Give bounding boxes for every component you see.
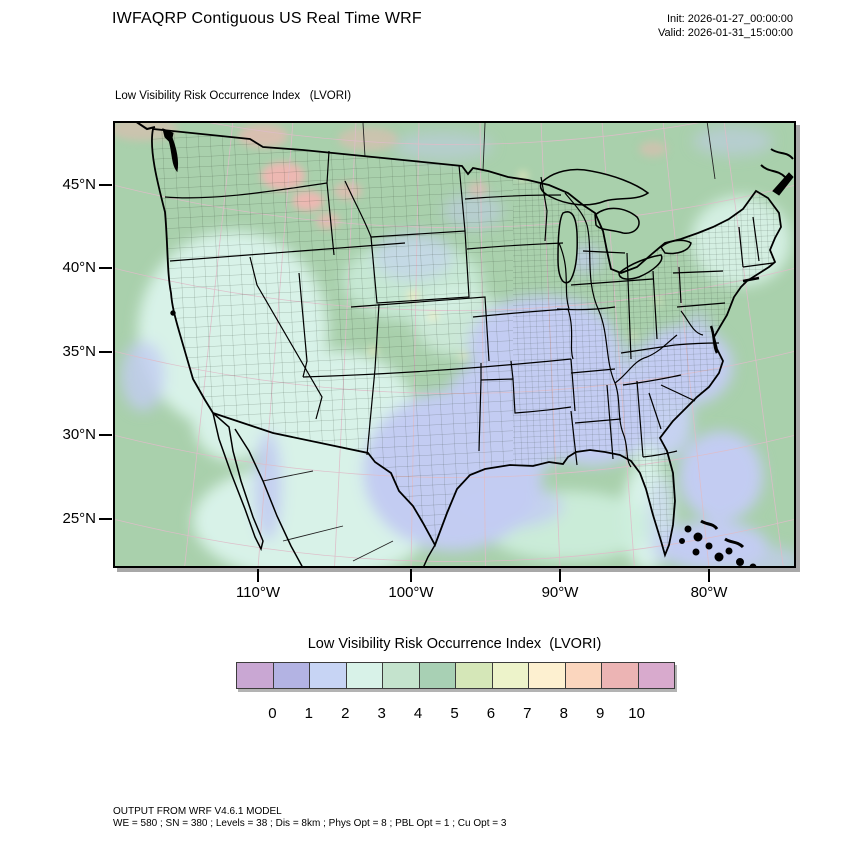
colorbar-cell xyxy=(456,663,493,688)
lat-tick-mark xyxy=(99,267,112,269)
colorbar-tick-label: 7 xyxy=(523,705,532,722)
lon-tick-label: 80°W xyxy=(690,584,728,601)
colorbar-cell xyxy=(602,663,639,688)
state-borders xyxy=(164,150,774,468)
lat-tick-mark xyxy=(99,184,112,186)
lat-tick-label: 45°N xyxy=(62,176,96,193)
init-time: Init: 2026-01-27_00:00:00 xyxy=(667,13,793,25)
lat-tick-label: 30°N xyxy=(62,426,96,443)
colorbar-tick-label: 10 xyxy=(628,705,645,722)
colorbar-tick-label: 4 xyxy=(413,705,423,722)
colorbar-cell xyxy=(638,663,674,688)
colorbar-title: Low Visibility Risk Occurrence Index (LV… xyxy=(307,636,602,652)
lon-tick-mark xyxy=(257,569,259,582)
lat-tick-mark xyxy=(99,518,112,520)
foreign-borders xyxy=(262,121,716,562)
lat-tick-label: 40°N xyxy=(62,259,96,276)
colorbar-tick-label: 6 xyxy=(486,705,496,722)
lon-tick-mark xyxy=(410,569,412,582)
conus-coastline xyxy=(151,128,782,558)
map-canvas xyxy=(113,121,796,568)
lat-tick-mark xyxy=(99,434,112,436)
colorbar-cell xyxy=(237,663,274,688)
model-config-footer: OUTPUT FROM WRF V4.6.1 MODEL WE = 580 ; … xyxy=(113,806,506,830)
lat-tick-label: 35°N xyxy=(62,343,96,360)
colorbar-cell xyxy=(492,663,529,688)
colorbar-tick-label: 8 xyxy=(559,705,568,722)
colorbar-cell xyxy=(419,663,456,688)
colorbar-cell xyxy=(273,663,310,688)
lon-tick-label: 100°W xyxy=(388,584,434,601)
colorbar-tick-labels: 0 1 2 3 4 5 6 7 8 9 10 xyxy=(236,705,673,725)
map-subtitle: Low Visibility Risk Occurrence Index (LV… xyxy=(115,90,352,102)
mexico-coastline xyxy=(211,410,436,568)
model-run-info: Init: 2026-01-27_00:00:00 Valid: 2026-01… xyxy=(658,12,793,40)
colorbar-cell xyxy=(310,663,347,688)
coastal-details xyxy=(134,121,794,568)
colorbar-tick-label: 3 xyxy=(377,705,386,722)
colorbar-tick-label: 2 xyxy=(341,705,350,722)
valid-time: Valid: 2026-01-31_15:00:00 xyxy=(658,27,793,39)
colorbar-tick-label: 9 xyxy=(595,705,605,722)
map-border-frame xyxy=(113,121,796,568)
page-title: IWFAQRP Contiguous US Real Time WRF xyxy=(112,10,422,27)
lat-tick-label: 25°N xyxy=(62,510,96,527)
colorbar-tick-label: 1 xyxy=(304,705,313,722)
colorbar xyxy=(236,662,675,689)
colorbar-cell xyxy=(529,663,566,688)
lon-tick-mark xyxy=(708,569,710,582)
footer-line2: WE = 580 ; SN = 380 ; Levels = 38 ; Dis … xyxy=(113,818,507,829)
great-lakes xyxy=(539,168,692,284)
conus-map-svg xyxy=(113,121,796,568)
lon-tick-label: 90°W xyxy=(541,584,579,601)
lat-tick-mark xyxy=(99,351,112,353)
colorbar-cell xyxy=(565,663,602,688)
lon-tick-label: 110°W xyxy=(235,584,281,601)
footer-line1: OUTPUT FROM WRF V4.6.1 MODEL xyxy=(113,806,282,817)
colorbar-tick-label: 0 xyxy=(268,705,277,722)
colorbar-cell xyxy=(383,663,420,688)
colorbar-cell xyxy=(346,663,383,688)
lon-tick-mark xyxy=(559,569,561,582)
colorbar-tick-label: 5 xyxy=(450,705,459,722)
